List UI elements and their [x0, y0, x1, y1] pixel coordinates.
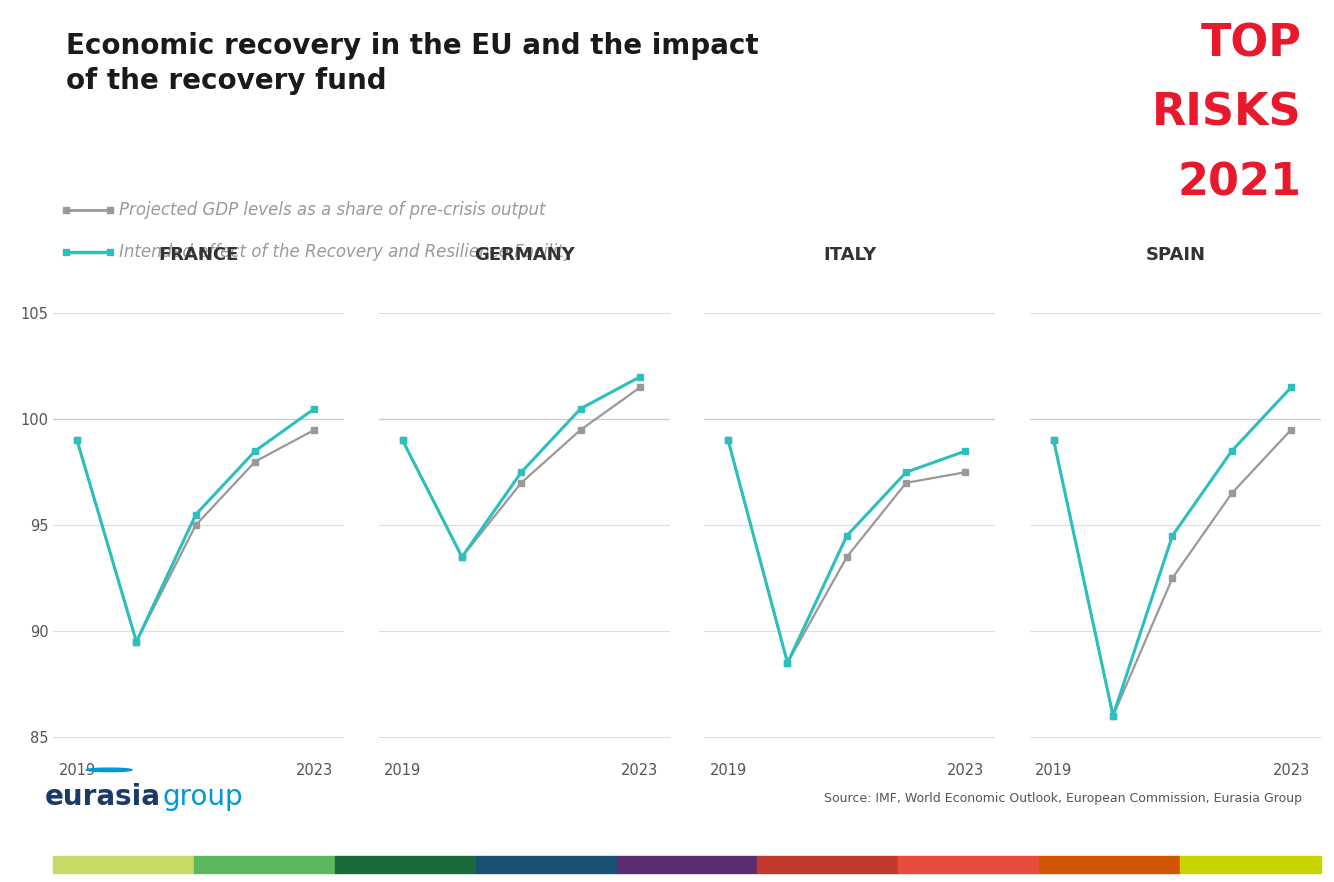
- Bar: [476, 856, 616, 873]
- Text: 2021: 2021: [1178, 161, 1302, 205]
- Text: group: group: [163, 782, 243, 811]
- Title: FRANCE: FRANCE: [159, 246, 239, 264]
- Bar: [53, 856, 195, 873]
- Text: eurasia: eurasia: [45, 782, 161, 811]
- Bar: [335, 856, 476, 873]
- Title: GERMANY: GERMANY: [474, 246, 575, 264]
- Text: Source: IMF, World Economic Outlook, European Commission, Eurasia Group: Source: IMF, World Economic Outlook, Eur…: [823, 792, 1302, 805]
- Text: Projected GDP levels as a share of pre-crisis output: Projected GDP levels as a share of pre-c…: [119, 201, 546, 220]
- Bar: [898, 856, 1039, 873]
- Title: SPAIN: SPAIN: [1146, 246, 1206, 264]
- Text: Intended effect of the Recovery and Resilience Facility: Intended effect of the Recovery and Resi…: [119, 243, 574, 260]
- Bar: [1179, 856, 1321, 873]
- Bar: [1039, 856, 1179, 873]
- Text: TOP: TOP: [1201, 23, 1302, 66]
- Bar: [758, 856, 898, 873]
- Bar: [616, 856, 758, 873]
- Circle shape: [87, 768, 132, 772]
- Text: Economic recovery in the EU and the impact
of the recovery fund: Economic recovery in the EU and the impa…: [67, 32, 759, 95]
- Bar: [195, 856, 335, 873]
- Text: RISKS: RISKS: [1153, 92, 1302, 134]
- Title: ITALY: ITALY: [823, 246, 876, 264]
